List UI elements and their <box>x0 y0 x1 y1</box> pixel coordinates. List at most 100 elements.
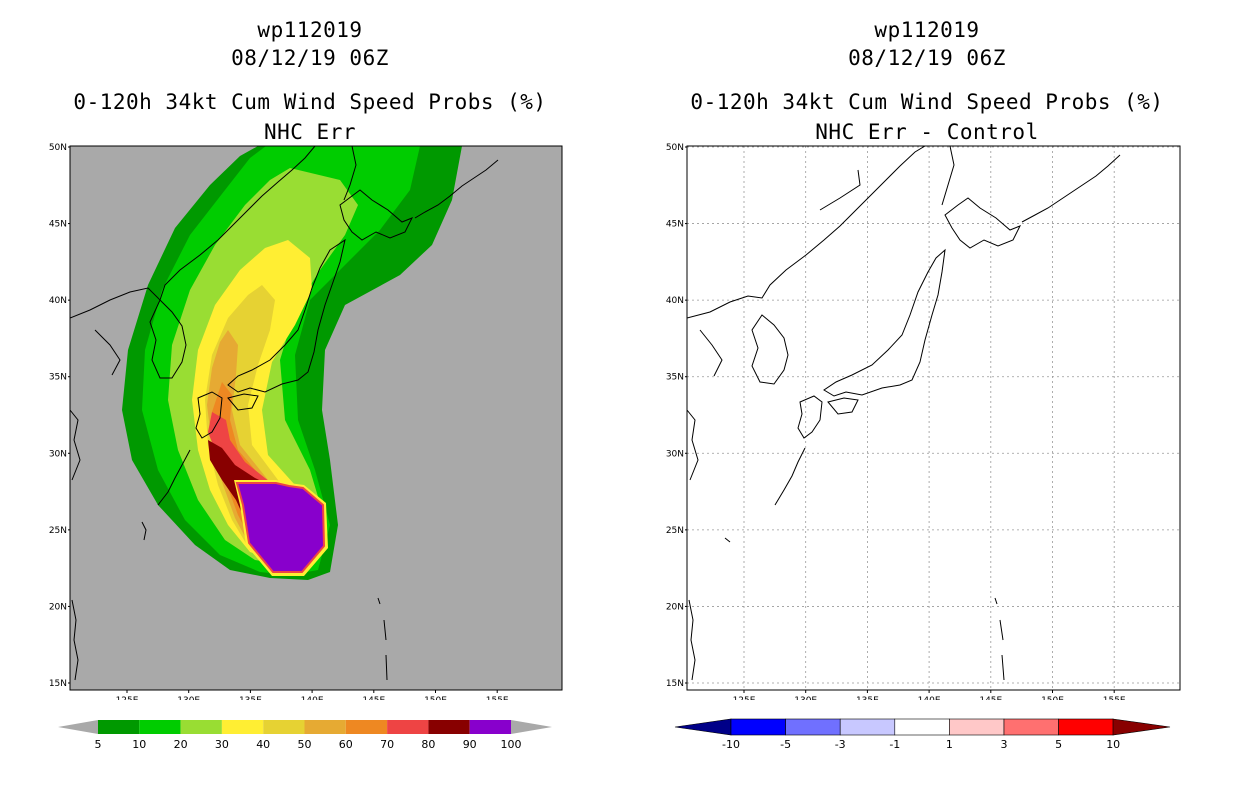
left-lat-label: 25N <box>49 526 67 536</box>
legend-left-label: 30 <box>215 738 229 751</box>
right-color-legend: -10 -5 -3 -1 1 3 5 10 <box>674 718 1171 751</box>
coast-kyushu <box>195 391 223 439</box>
right-lon-label: 135E <box>856 696 879 700</box>
left-lat-label: 45N <box>49 220 67 230</box>
coast-sakhalin-r <box>941 146 955 206</box>
legend-left-swatch <box>387 720 429 734</box>
left-lon-label: 145E <box>362 696 385 700</box>
coast-korea <box>149 299 187 379</box>
coast-philippines-r <box>688 599 696 681</box>
right-lat-label: 20N <box>666 602 684 612</box>
right-lat-label: 50N <box>666 143 684 153</box>
right-lat-label: 45N <box>666 220 684 230</box>
legend-left-high-arrow <box>511 720 552 734</box>
coast-honshu <box>227 238 346 393</box>
legend-left-swatch <box>345 720 388 734</box>
legend-right-swatch <box>949 718 1005 736</box>
coast-taiwan <box>141 521 147 541</box>
legend-right-high-arrow <box>1112 718 1171 736</box>
left-lat-label: 20N <box>49 602 67 612</box>
legend-right-swatch <box>894 718 950 736</box>
coast-korea-r <box>751 314 789 385</box>
right-lat-label: 25N <box>666 526 684 536</box>
legend-right-label: -1 <box>889 738 900 751</box>
left-probability-map: 50N 45N 40N 35N 30N 25N 20N 15N 125E 130E 135E 140… <box>49 143 563 700</box>
left-map-frame <box>69 145 563 691</box>
legend-left-swatch <box>428 720 470 734</box>
left-lat-label: 15N <box>49 679 67 689</box>
right-lon-label: 145E <box>979 696 1002 700</box>
coast-shikoku <box>227 393 259 411</box>
coast-ryukyu <box>157 449 191 506</box>
coast-kurils <box>414 159 499 219</box>
left-title-subtitle: NHC Err <box>263 120 356 144</box>
left-title-datetime: 08/12/19 06Z <box>231 46 389 70</box>
legend-right-label: 1 <box>946 738 953 751</box>
legend-left-labels: 5 10 20 30 40 50 60 70 80 90 100 <box>95 738 522 751</box>
legend-right-swatch <box>1058 718 1114 736</box>
left-lon-label: 155E <box>486 696 509 700</box>
left-lon-label: 150E <box>424 696 447 700</box>
legend-right-low-arrow <box>674 718 732 736</box>
right-lon-label: 130E <box>794 696 817 700</box>
legend-left-label: 100 <box>501 738 522 751</box>
left-probability-swath <box>122 146 462 580</box>
coast-kyushu-r <box>797 395 823 439</box>
legend-left-swatch <box>304 720 346 734</box>
right-title-datetime: 08/12/19 06Z <box>848 46 1006 70</box>
coast-islands-south <box>377 597 388 681</box>
legend-right-swatch <box>839 718 896 736</box>
legend-left-swatch <box>139 720 181 734</box>
left-lon-label: 130E <box>177 696 200 700</box>
right-lon-label: 140E <box>918 696 941 700</box>
left-lat-axis: 50N 45N 40N 35N 30N 25N 20N 15N <box>49 143 70 689</box>
legend-left-swatch <box>221 720 264 734</box>
legend-right-label: 10 <box>1106 738 1120 751</box>
legend-left-label: 80 <box>421 738 435 751</box>
coast-shikoku-r <box>827 397 859 415</box>
coast-honshu-r <box>823 248 946 397</box>
legend-right-swatch <box>785 718 841 736</box>
coast-philippines <box>71 599 79 681</box>
right-map-frame <box>686 145 1181 691</box>
left-lon-axis: 125E 130E 135E 140E 145E 150E 155E <box>116 690 509 700</box>
legend-right-label: 3 <box>1001 738 1008 751</box>
coast-china-r <box>687 409 699 481</box>
right-coastlines <box>687 146 1121 681</box>
coast-china <box>70 409 81 481</box>
legend-right-label: -3 <box>835 738 846 751</box>
right-difference-map: 50N 45N 40N 35N 30N 25N 20N 15N 125E 130E 135E 140… <box>666 143 1181 700</box>
coast-mainland-inner-r <box>819 169 861 211</box>
right-map-background <box>687 146 1180 690</box>
right-lon-label: 150E <box>1041 696 1064 700</box>
right-lat-label: 15N <box>666 679 684 689</box>
legend-right-swatch <box>1003 718 1059 736</box>
legend-left-swatch <box>98 720 140 734</box>
left-lat-label: 30N <box>49 449 67 459</box>
coast-yellow-sea-r <box>699 329 723 377</box>
right-title-product: 0-120h 34kt Cum Wind Speed Probs (%) <box>690 90 1164 114</box>
coast-hokkaido <box>339 189 414 241</box>
legend-right-swatch <box>730 718 786 736</box>
legend-right-label: -5 <box>780 738 791 751</box>
legend-left-swatch <box>180 720 222 734</box>
legend-right-label: 5 <box>1055 738 1062 751</box>
legend-right-labels: -10 -5 -3 -1 1 3 5 10 <box>722 738 1120 751</box>
right-lat-label: 35N <box>666 373 684 383</box>
coast-islands-south-r <box>994 597 1005 681</box>
coast-hokkaido-r <box>944 197 1022 249</box>
left-lon-label: 125E <box>116 696 139 700</box>
legend-left-swatch <box>469 720 511 734</box>
coast-mainland-r <box>687 146 926 319</box>
right-gridlines <box>687 146 1180 690</box>
left-coastlines <box>70 146 499 681</box>
legend-left-swatch <box>263 720 305 734</box>
right-lat-label: 40N <box>666 296 684 306</box>
left-lat-label: 50N <box>49 143 67 153</box>
coast-yellow-sea <box>94 329 121 376</box>
legend-left-label: 90 <box>463 738 477 751</box>
legend-left-label: 10 <box>132 738 146 751</box>
left-lat-label: 40N <box>49 296 67 306</box>
left-title-storm-id: wp112019 <box>257 18 363 42</box>
coast-kurils-r <box>1021 154 1121 223</box>
